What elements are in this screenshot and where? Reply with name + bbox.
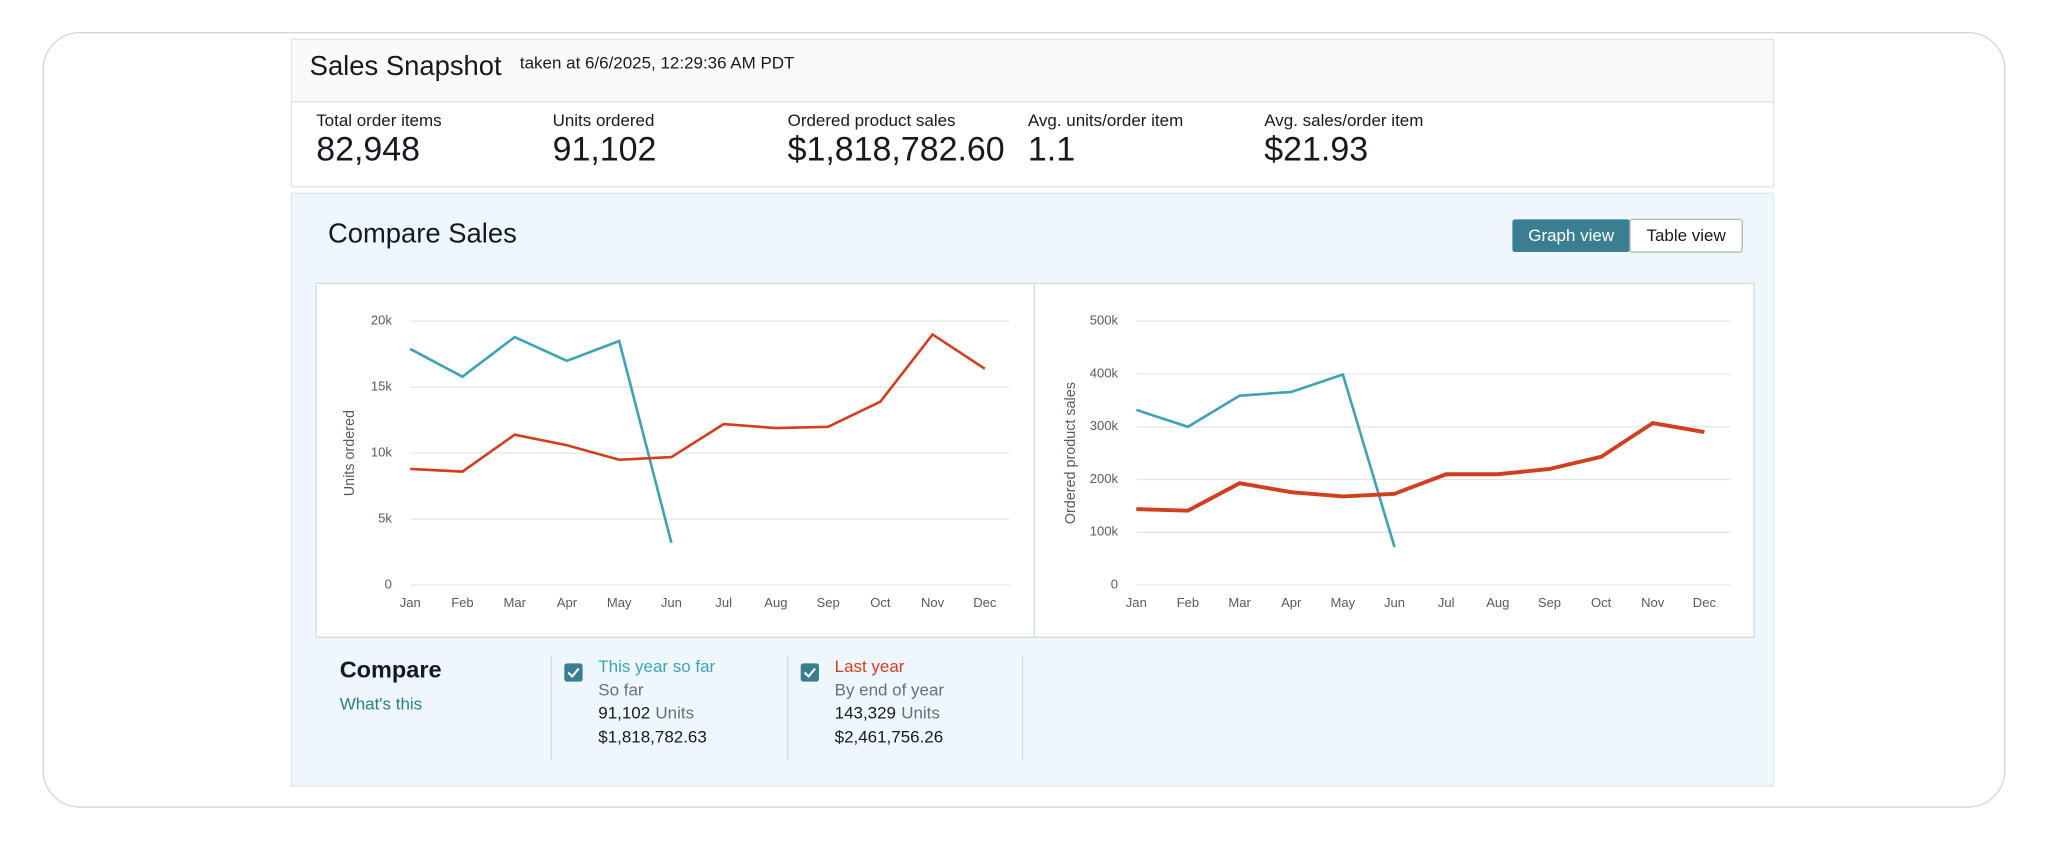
metric-value: 82,948 [316, 130, 420, 168]
metric-label: Units ordered [553, 111, 655, 130]
units: 91,102 Units [598, 704, 694, 723]
checkbox[interactable] [800, 663, 819, 682]
header-bar [290, 38, 1775, 103]
graph-view-button[interactable] [1512, 219, 1630, 253]
units-value: 91,102 [598, 704, 650, 723]
y-tick-label: 20k [371, 313, 393, 328]
checkmark [567, 667, 580, 679]
x-tick-label: Oct [870, 595, 891, 610]
x-tick-label: Dec [973, 595, 997, 610]
x-tick-label: Feb [1177, 595, 1199, 610]
x-tick-label: Dec [1693, 595, 1717, 610]
x-tick-label: Sep [817, 595, 840, 610]
compare-title: Compare [340, 656, 442, 682]
y-tick-label: 0 [385, 576, 392, 591]
checkmark [803, 667, 816, 679]
y-tick-label: 200k [1090, 471, 1119, 486]
y-tick-label: 400k [1090, 365, 1119, 380]
series-name: This year so far [598, 657, 715, 676]
x-tick-label: Jun [661, 595, 682, 610]
y-tick-label: 500k [1090, 313, 1119, 328]
whats-this-link[interactable]: What's this [340, 695, 422, 714]
section-title: Compare Sales [328, 217, 517, 248]
x-tick-label: Jul [715, 595, 732, 610]
y-tick-label: 100k [1090, 524, 1119, 539]
table-view-button[interactable] [1629, 218, 1743, 253]
chart-box [1033, 282, 1755, 638]
x-tick-label: Jan [1126, 595, 1147, 610]
series-name: Last year [835, 657, 905, 676]
y-tick-label: 15k [371, 379, 393, 394]
period: By end of year [835, 680, 945, 699]
units-label: Units [901, 704, 940, 723]
header-subtitle: taken at 6/6/2025, 12:29:36 AM PDT [520, 53, 795, 72]
y-axis-label: Units ordered [342, 410, 358, 496]
units-label: Units [655, 704, 694, 723]
x-tick-label: Mar [503, 595, 526, 610]
x-tick-label: May [607, 595, 632, 610]
metric-label: Total order items [316, 111, 441, 130]
compare-items: This year so far So far 91,102 Units $1,818,… [564, 657, 945, 746]
y-tick-label: 300k [1090, 418, 1119, 433]
metric-value: $1,818,782.60 [788, 130, 1005, 168]
y-tick-label: 0 [1111, 576, 1118, 591]
x-tick-label: Aug [1486, 595, 1509, 610]
chart-box [315, 282, 1036, 638]
x-tick-label: Feb [451, 595, 473, 610]
x-tick-label: Jan [400, 595, 421, 610]
x-tick-label: Aug [764, 595, 787, 610]
x-tick-label: Apr [557, 595, 578, 610]
units-value: 143,329 [835, 704, 896, 723]
line-series [1136, 421, 1705, 513]
x-tick-label: Sep [1538, 595, 1561, 610]
y-tick-label: 5k [378, 511, 392, 526]
header-title: Sales Snapshot [310, 50, 502, 81]
line-series [410, 332, 986, 473]
y-tick-label: 10k [371, 445, 393, 460]
line-series [1135, 372, 1396, 548]
metric-value: 1.1 [1028, 130, 1075, 168]
x-tick-label: Nov [1641, 595, 1665, 610]
y-axis-label: Ordered product sales [1063, 382, 1079, 524]
checkbox[interactable] [564, 663, 583, 682]
sales: $2,461,756.26 [835, 727, 944, 746]
graph-view-label[interactable]: Graph view [1528, 226, 1615, 245]
table-view-label[interactable]: Table view [1646, 226, 1726, 245]
line-series [409, 335, 673, 544]
metric-label: Ordered product sales [788, 111, 956, 130]
x-tick-label: Mar [1228, 595, 1251, 610]
metric-label: Avg. sales/order item [1264, 111, 1423, 130]
x-tick-label: Jun [1384, 595, 1405, 610]
metric-label: Avg. units/order item [1028, 111, 1183, 130]
x-tick-label: Oct [1591, 595, 1612, 610]
metric-value: 91,102 [553, 130, 657, 168]
sales: $1,818,782.63 [598, 727, 707, 746]
x-tick-label: Nov [921, 595, 945, 610]
metric-value: $21.93 [1264, 130, 1368, 168]
x-tick-label: May [1331, 595, 1356, 610]
x-tick-label: Jul [1438, 595, 1455, 610]
period: So far [598, 680, 644, 699]
x-tick-label: Apr [1281, 595, 1302, 610]
metrics-bar [290, 101, 1775, 188]
units: 143,329 Units [835, 704, 940, 723]
